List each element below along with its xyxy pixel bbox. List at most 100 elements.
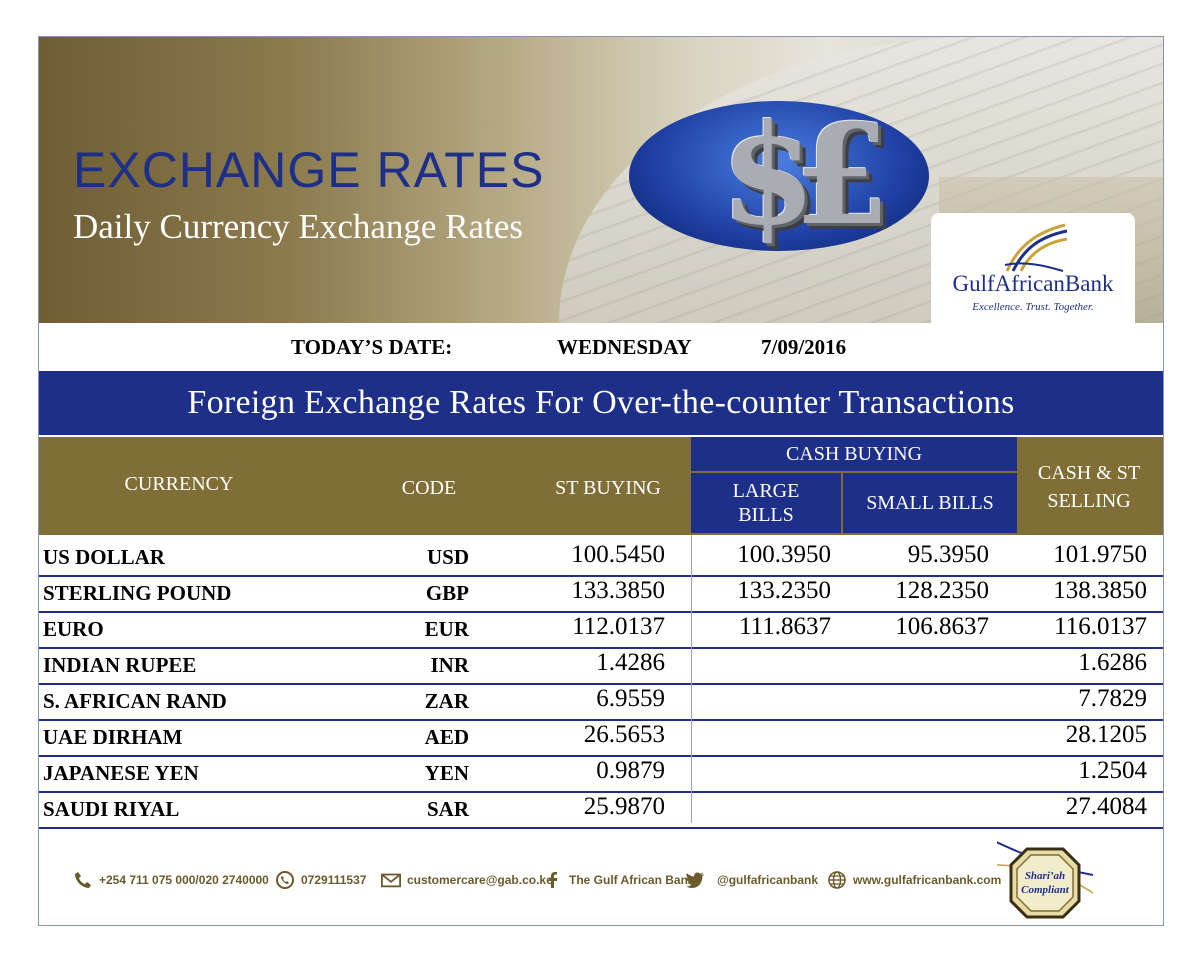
rates-section-title: Foreign Exchange Rates For Over-the-coun… [39, 371, 1163, 435]
selling-cell: 27.4084 [1065, 793, 1147, 820]
st-buying-cell: 0.9879 [596, 757, 665, 784]
header-selling-line1: CASH & ST [1037, 462, 1141, 484]
selling-cell: 138.3850 [1053, 577, 1147, 604]
small-bills-cell [839, 793, 989, 823]
table-row: INDIAN RUPEE INR 1.4286 1.6286 [39, 647, 1163, 685]
large-bills-cell [691, 793, 831, 823]
bank-tagline: Excellence. Trust. Together. [972, 301, 1094, 313]
table-row: SAUDI RIYAL SAR 25.9870 27.4084 [39, 791, 1163, 829]
header-large-bills-line1: LARGE [732, 480, 800, 502]
table-row: JAPANESE YEN YEN 0.9879 1.2504 [39, 755, 1163, 793]
phone-icon [75, 872, 91, 888]
footer-email[interactable]: customercare@gab.co.ke [381, 865, 553, 895]
selling-cell: 28.1205 [1065, 721, 1147, 748]
code-cell: GBP [425, 581, 469, 605]
header-large-bills-line2: BILLS [738, 504, 794, 526]
footer-website-text: www.gulfafricanbank.com [853, 873, 1002, 887]
small-bills-cell: 128.2350 [895, 577, 989, 604]
contact-footer: +254 711 075 000/020 2740000 0729111537 … [39, 841, 1163, 925]
currency-cell: JAPANESE YEN [43, 761, 199, 785]
footer-whatsapp-text: 0729111537 [301, 873, 367, 887]
selling-cell: 116.0137 [1054, 613, 1147, 640]
st-buying-cell: 100.5450 [571, 541, 665, 568]
st-buying-cell: 25.9870 [583, 793, 665, 820]
header-currency: CURRENCY [124, 473, 234, 495]
footer-email-text: customercare@gab.co.ke [407, 873, 553, 887]
footer-phone[interactable]: +254 711 075 000/020 2740000 [73, 865, 269, 895]
badge-text-line1: Shari’ah [1025, 870, 1065, 882]
footer-website[interactable]: www.gulfafricanbank.com [827, 865, 1001, 895]
large-bills-cell: 133.2350 [737, 577, 831, 604]
large-bills-cell: 111.8637 [739, 613, 831, 640]
code-cell: SAR [426, 797, 469, 821]
small-bills-cell [839, 649, 989, 679]
column-divider [691, 535, 692, 823]
date-value: 7/09/2016 [761, 335, 847, 359]
date-day: WEDNESDAY [557, 335, 692, 359]
table-row: S. AFRICAN RAND ZAR 6.9559 7.7829 [39, 683, 1163, 721]
currency-cell: US DOLLAR [43, 545, 165, 569]
currency-cell: SAUDI RIYAL [43, 797, 180, 821]
blue-globe-graphic [629, 101, 929, 251]
footer-whatsapp[interactable]: 0729111537 [275, 865, 366, 895]
header-small-bills: SMALL BILLS [843, 473, 1017, 533]
bank-logo-mark-icon [1004, 223, 1068, 272]
code-cell: AED [424, 725, 469, 749]
whatsapp-icon [276, 871, 294, 889]
footer-phone-text: +254 711 075 000/020 2740000 [99, 873, 269, 887]
st-buying-cell: 1.4286 [596, 649, 665, 676]
page-title: EXCHANGE RATES [73, 142, 545, 198]
header-st-buying: ST BUYING [555, 477, 661, 499]
st-buying-cell: 133.3850 [571, 577, 665, 604]
small-bills-cell: 95.3950 [907, 541, 989, 568]
large-bills-cell [691, 649, 831, 679]
table-row: US DOLLAR USD 100.5450 100.3950 95.3950 101.9… [39, 539, 1163, 577]
header-cash-buying: CASH BUYING [691, 437, 1017, 471]
code-cell: INR [430, 653, 469, 677]
code-cell: YEN [424, 761, 469, 785]
facebook-icon [549, 872, 557, 888]
small-bills-cell [839, 757, 989, 787]
currency-cell: STERLING POUND [43, 581, 232, 605]
footer-facebook-text: The Gulf African Bank [569, 873, 695, 887]
dollar-pound-symbols: $£ [719, 92, 890, 256]
table-row: EURO EUR 112.0137 111.8637 106.8637 116.0137 [39, 611, 1163, 649]
table-row: UAE DIRHAM AED 26.5653 28.1205 [39, 719, 1163, 757]
selling-cell: 1.6286 [1078, 649, 1147, 676]
page-subtitle: Daily Currency Exchange Rates [73, 207, 523, 246]
table-header: CURRENCY CODE ST BUYING CASH BUYING LARG… [39, 437, 1163, 535]
table-row: STERLING POUND GBP 133.3850 133.2350 128.235… [39, 575, 1163, 613]
footer-facebook[interactable]: The Gulf African Bank [543, 865, 695, 895]
st-buying-cell: 112.0137 [572, 613, 665, 640]
twitter-icon [686, 872, 704, 888]
footer-twitter-text: @gulfafricanbank [717, 873, 819, 887]
bank-name: GulfAfricanBank [952, 271, 1114, 296]
currency-cell: EURO [43, 617, 104, 641]
small-bills-cell: 106.8637 [895, 613, 989, 640]
date-label: TODAY’S DATE: [291, 335, 453, 359]
code-cell: ZAR [424, 689, 469, 713]
header-banner: $£ EXCHANGE RATES Daily Currency Exchang… [39, 37, 1163, 323]
st-buying-cell: 26.5653 [583, 721, 665, 748]
bank-logo: GulfAfricanBank Excellence. Trust. Toget… [931, 213, 1135, 323]
header-code: CODE [401, 477, 457, 499]
code-cell: EUR [424, 617, 469, 641]
shariah-compliant-badge: Shari’ah Compliant [997, 841, 1093, 919]
large-bills-cell [691, 757, 831, 787]
large-bills-cell [691, 685, 831, 715]
small-bills-cell [839, 721, 989, 751]
small-bills-cell [839, 685, 989, 715]
selling-cell: 101.9750 [1053, 541, 1147, 568]
currency-cell: S. AFRICAN RAND [43, 689, 227, 713]
footer-twitter[interactable]: @gulfafricanbank [685, 865, 818, 895]
selling-cell: 7.7829 [1078, 685, 1147, 712]
currency-cell: UAE DIRHAM [43, 725, 183, 749]
header-selling: CASH & ST SELLING [1019, 459, 1159, 515]
globe-icon [828, 871, 846, 889]
selling-cell: 1.2504 [1078, 757, 1147, 784]
header-selling-line2: SELLING [1047, 490, 1131, 512]
code-cell: USD [426, 545, 469, 569]
large-bills-cell [691, 721, 831, 751]
header-large-bills: LARGE BILLS [691, 473, 841, 533]
currency-cell: INDIAN RUPEE [43, 653, 197, 677]
